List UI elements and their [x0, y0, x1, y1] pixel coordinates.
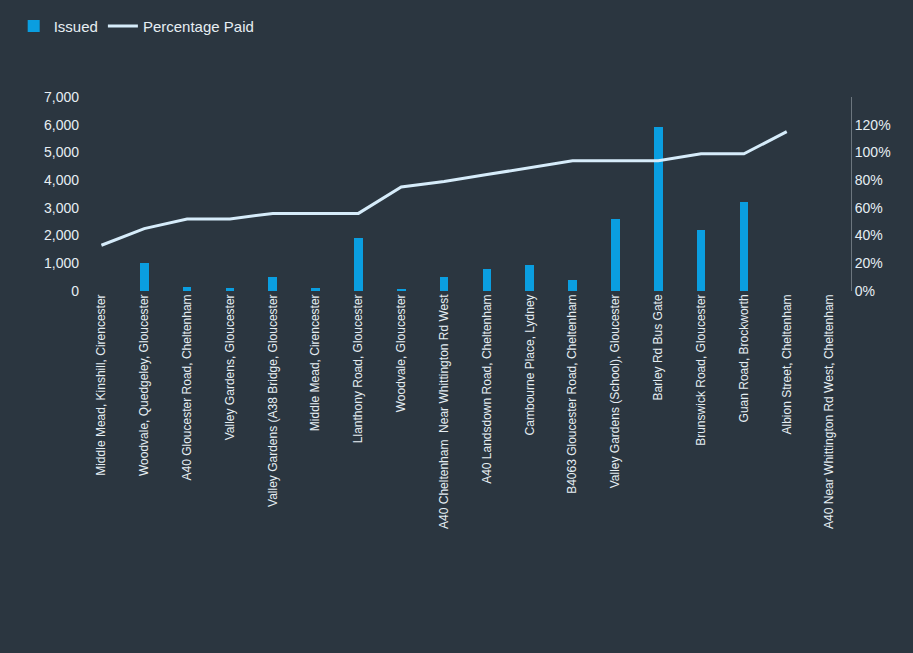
svg-text:100%: 100%: [855, 144, 891, 160]
svg-text:Llanthony Road, Gloucester: Llanthony Road, Gloucester: [351, 294, 365, 443]
svg-text:A40 Landsdown Road, Cheltenham: A40 Landsdown Road, Cheltenham: [480, 294, 494, 483]
svg-text:Middle Mead, Kinshill, Cirence: Middle Mead, Kinshill, Cirencester: [94, 294, 108, 475]
svg-text:Middle Mead, Cirencester: Middle Mead, Cirencester: [308, 294, 322, 431]
svg-text:A40 Cheltenham Near Whittingt: A40 Cheltenham Near Whittington Rd West: [437, 294, 451, 529]
svg-text:Percentage Paid: Percentage Paid: [143, 18, 254, 35]
svg-text:B4063 Gloucester Road, Chelten: B4063 Gloucester Road, Cheltenham: [565, 294, 579, 493]
svg-text:1,000: 1,000: [44, 255, 79, 271]
svg-text:A40 Near Whittington Rd West,: A40 Near Whittington Rd West, Cheltenham: [822, 294, 836, 529]
svg-text:2,000: 2,000: [44, 227, 79, 243]
svg-text:Cambourne Place, Lydney: Cambourne Place, Lydney: [523, 294, 537, 435]
svg-text:3,000: 3,000: [44, 200, 79, 216]
svg-text:7,000: 7,000: [44, 89, 79, 105]
svg-text:5,000: 5,000: [44, 144, 79, 160]
svg-text:80%: 80%: [855, 172, 883, 188]
svg-text:120%: 120%: [855, 117, 891, 133]
svg-text:A40 Gloucester Road, Cheltenha: A40 Gloucester Road, Cheltenham: [180, 294, 194, 480]
svg-text:Woodvale, Quedgeley, Glouceste: Woodvale, Quedgeley, Gloucester: [137, 294, 151, 476]
svg-text:Brunswick Road, Gloucester: Brunswick Road, Gloucester: [694, 294, 708, 445]
svg-text:60%: 60%: [855, 200, 883, 216]
svg-text:Valley Gardens (A38 Bridge, Gl: Valley Gardens (A38 Bridge, Gloucester: [266, 294, 280, 507]
svg-text:0%: 0%: [855, 283, 875, 299]
svg-text:0: 0: [71, 283, 79, 299]
svg-text:6,000: 6,000: [44, 117, 79, 133]
svg-text:Woodvale, Gloucester: Woodvale, Gloucester: [394, 294, 408, 412]
svg-text:40%: 40%: [855, 227, 883, 243]
svg-text:Issued: Issued: [54, 18, 98, 35]
svg-text:4,000: 4,000: [44, 172, 79, 188]
svg-text:Albion Street, Cheltenham: Albion Street, Cheltenham: [780, 294, 794, 434]
svg-text:Valley Gardens, Gloucester: Valley Gardens, Gloucester: [223, 294, 237, 440]
svg-text:Barley Rd Bus Gate: Barley Rd Bus Gate: [651, 294, 665, 400]
svg-text:Guan Road, Brockworth: Guan Road, Brockworth: [737, 294, 751, 422]
svg-text:20%: 20%: [855, 255, 883, 271]
svg-text:Valley Gardens (School), Glouc: Valley Gardens (School), Gloucester: [608, 294, 622, 488]
